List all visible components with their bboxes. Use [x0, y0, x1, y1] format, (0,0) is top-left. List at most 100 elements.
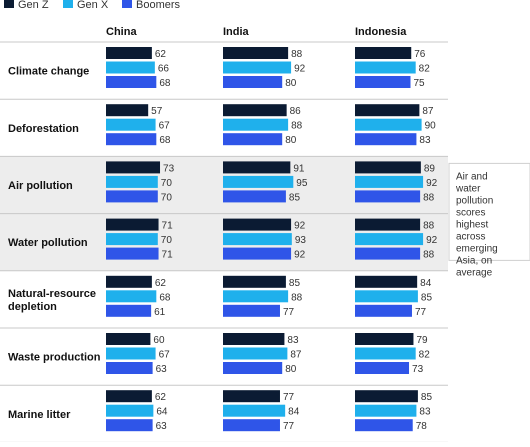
bar-indonesia-deforestation-gen-x — [355, 118, 422, 131]
bar-indonesia-natural-resource-depletion-gen-z — [355, 275, 418, 288]
value-label-indonesia-natural-resource-depletion-gen-z: 84 — [420, 278, 432, 289]
legend-swatch-gen-z — [4, 0, 14, 8]
category-label-climate-change: Climate change — [8, 66, 89, 78]
bar-india-natural-resource-depletion-gen-x — [223, 290, 289, 303]
bar-india-water-pollution-boomers — [223, 247, 292, 260]
bar-china-deforestation-boomers — [106, 133, 157, 146]
value-label-india-waste-production-gen-x: 87 — [290, 350, 302, 361]
bar-india-air-pollution-gen-x — [223, 175, 294, 188]
value-label-indonesia-air-pollution-boomers: 88 — [423, 192, 435, 203]
value-label-indonesia-climate-change-gen-x: 82 — [419, 64, 431, 75]
bar-indonesia-climate-change-gen-z — [355, 47, 412, 59]
value-label-china-climate-change-gen-x: 66 — [158, 64, 170, 75]
value-label-china-natural-resource-depletion-gen-x: 68 — [159, 292, 171, 303]
bar-indonesia-waste-production-gen-z — [355, 333, 414, 345]
value-label-indonesia-climate-change-boomers: 75 — [414, 78, 426, 89]
bar-indonesia-marine-litter-gen-z — [355, 390, 418, 403]
value-label-china-water-pollution-gen-z: 71 — [162, 221, 174, 232]
value-label-indonesia-water-pollution-gen-x: 92 — [426, 235, 438, 246]
value-label-indonesia-waste-production-gen-z: 79 — [416, 335, 428, 346]
value-label-indonesia-deforestation-gen-z: 87 — [422, 106, 434, 117]
legend-swatch-boomers — [122, 0, 132, 8]
bar-india-climate-change-gen-z — [223, 47, 289, 59]
value-label-china-waste-production-gen-z: 60 — [153, 335, 165, 346]
value-label-china-water-pollution-boomers: 71 — [162, 250, 174, 261]
value-label-china-marine-litter-gen-z: 62 — [155, 392, 167, 403]
value-label-indonesia-climate-change-gen-z: 76 — [414, 49, 426, 60]
value-label-indonesia-deforestation-boomers: 83 — [419, 135, 431, 146]
value-label-india-marine-litter-gen-x: 84 — [288, 407, 300, 418]
bar-indonesia-marine-litter-boomers — [355, 419, 413, 432]
bar-china-waste-production-boomers — [106, 362, 153, 374]
legend-swatch-gen-x — [63, 0, 73, 8]
bar-indonesia-natural-resource-depletion-boomers — [355, 304, 412, 317]
bar-china-air-pollution-boomers — [106, 190, 158, 203]
bar-china-deforestation-gen-z — [106, 104, 149, 117]
bar-indonesia-air-pollution-gen-x — [355, 175, 424, 188]
value-label-india-natural-resource-depletion-boomers: 77 — [283, 307, 295, 318]
category-label-waste-production: Waste production — [8, 352, 101, 364]
legend-label-boomers: Boomers — [136, 0, 181, 11]
annotation-box — [448, 162, 530, 261]
bar-indonesia-natural-resource-depletion-gen-x — [355, 290, 418, 303]
value-label-china-climate-change-boomers: 68 — [159, 78, 171, 89]
bar-india-marine-litter-gen-z — [223, 390, 280, 403]
value-label-china-natural-resource-depletion-boomers: 61 — [154, 307, 166, 318]
value-label-china-climate-change-gen-z: 62 — [155, 49, 167, 60]
bar-china-water-pollution-gen-x — [106, 233, 158, 246]
bar-india-water-pollution-gen-z — [223, 218, 292, 231]
value-label-indonesia-marine-litter-gen-z: 85 — [421, 392, 433, 403]
bar-indonesia-water-pollution-boomers — [355, 247, 421, 260]
value-label-india-water-pollution-boomers: 92 — [294, 250, 306, 261]
value-label-china-marine-litter-gen-x: 64 — [156, 407, 168, 418]
bar-indonesia-deforestation-gen-z — [355, 104, 420, 117]
value-label-india-marine-litter-boomers: 77 — [283, 421, 295, 432]
bar-indonesia-air-pollution-boomers — [355, 190, 421, 203]
value-label-indonesia-water-pollution-gen-z: 88 — [423, 221, 435, 232]
bar-china-marine-litter-gen-z — [106, 390, 152, 403]
value-label-indonesia-deforestation-gen-x: 90 — [425, 121, 437, 132]
value-label-indonesia-air-pollution-gen-x: 92 — [426, 178, 438, 189]
value-label-india-deforestation-boomers: 80 — [285, 135, 297, 146]
value-label-china-natural-resource-depletion-gen-z: 62 — [155, 278, 167, 289]
value-label-india-water-pollution-gen-x: 93 — [295, 235, 307, 246]
category-label-water-pollution: Water pollution — [8, 237, 88, 249]
bar-china-natural-resource-depletion-boomers — [106, 304, 152, 317]
bar-indonesia-deforestation-boomers — [355, 133, 417, 146]
value-label-china-marine-litter-boomers: 63 — [156, 421, 168, 432]
legend-label-gen-x: Gen X — [77, 0, 109, 11]
value-label-india-climate-change-boomers: 80 — [285, 78, 297, 89]
value-label-indonesia-marine-litter-gen-x: 83 — [419, 407, 431, 418]
bar-indonesia-climate-change-gen-x — [355, 61, 416, 74]
bar-china-water-pollution-gen-z — [106, 218, 159, 231]
value-label-indonesia-natural-resource-depletion-boomers: 77 — [415, 307, 427, 318]
bar-india-natural-resource-depletion-gen-z — [223, 275, 286, 288]
value-label-china-air-pollution-gen-x: 70 — [161, 178, 173, 189]
value-label-china-deforestation-boomers: 68 — [159, 135, 171, 146]
category-label-deforestation: Deforestation — [8, 123, 79, 135]
bar-china-waste-production-gen-z — [106, 333, 151, 345]
value-label-indonesia-waste-production-boomers: 73 — [412, 364, 424, 375]
bar-india-marine-litter-gen-x — [223, 404, 286, 417]
bar-china-deforestation-gen-x — [106, 118, 156, 131]
value-label-india-water-pollution-gen-z: 92 — [294, 221, 306, 232]
value-label-india-natural-resource-depletion-gen-z: 85 — [289, 278, 301, 289]
value-label-india-waste-production-gen-z: 83 — [287, 335, 299, 346]
value-label-india-air-pollution-gen-x: 95 — [296, 178, 308, 189]
value-label-india-deforestation-gen-z: 86 — [290, 106, 302, 117]
value-label-china-deforestation-gen-z: 57 — [151, 106, 163, 117]
bar-indonesia-water-pollution-gen-x — [355, 233, 424, 246]
value-label-china-air-pollution-boomers: 70 — [161, 192, 173, 203]
value-label-china-water-pollution-gen-x: 70 — [161, 235, 173, 246]
value-label-india-air-pollution-gen-z: 91 — [293, 163, 305, 174]
legend-label-gen-z: Gen Z — [18, 0, 49, 11]
category-label-natural-resource-depletion: Natural-resource depletion — [8, 288, 96, 313]
bar-indonesia-marine-litter-gen-x — [355, 404, 417, 417]
bar-india-waste-production-gen-z — [223, 333, 285, 345]
bar-china-natural-resource-depletion-gen-z — [106, 275, 152, 288]
value-label-china-deforestation-gen-x: 67 — [159, 121, 171, 132]
bar-china-marine-litter-gen-x — [106, 404, 154, 417]
bar-china-air-pollution-gen-x — [106, 175, 158, 188]
category-label-marine-litter: Marine litter — [8, 409, 71, 421]
